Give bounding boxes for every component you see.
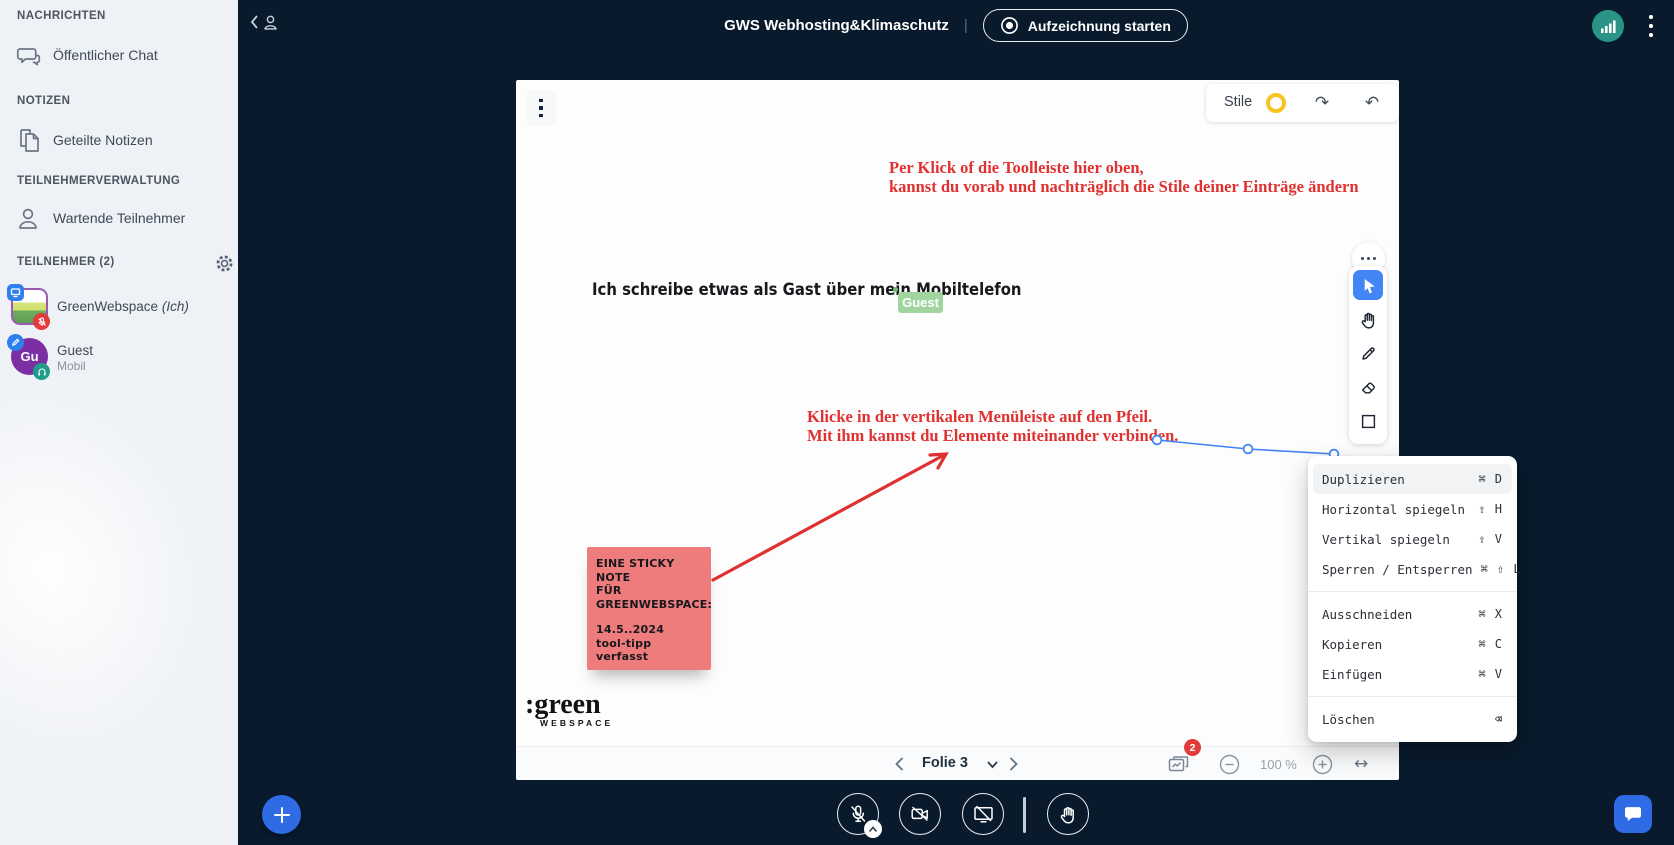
drawing-toolbar — [1349, 266, 1387, 444]
shared-notes-icon — [16, 126, 44, 156]
redo-icon[interactable]: ↷ — [1314, 93, 1330, 113]
chat-bubbles-icon — [14, 41, 44, 71]
presenter-badge-icon — [7, 284, 24, 301]
start-recording-button[interactable]: Aufzeichnung starten — [982, 9, 1188, 42]
sidebar-item-label: Wartende Teilnehmer — [53, 210, 186, 226]
participants-settings-gear-icon[interactable] — [215, 254, 234, 273]
options-kebab-menu-icon[interactable] — [1644, 15, 1658, 37]
title-group: GWS Webhosting&Klimaschutz | Aufzeichnun… — [238, 0, 1674, 51]
sidebar-item-public-chat[interactable]: Öffentlicher Chat — [0, 37, 238, 77]
whiteboard-menu-kebab-icon[interactable] — [526, 90, 556, 126]
menu-item-duplizieren[interactable]: Duplizieren ⌘ D — [1313, 464, 1512, 494]
menu-item-loeschen[interactable]: Löschen ⌫ — [1322, 711, 1503, 727]
handwritten-text: Ich schreibe etwas als Gast über mein Mo… — [592, 280, 1022, 299]
audio-options-chevron-badge[interactable] — [864, 820, 882, 838]
person-icon — [15, 204, 43, 234]
record-button-label: Aufzeichnung starten — [1027, 17, 1171, 34]
styles-label: Stile — [1224, 94, 1253, 110]
screen-share-off-icon — [973, 805, 993, 823]
fit-to-width-icon[interactable]: ↔ — [1354, 754, 1369, 774]
blue-connector-shape — [1151, 434, 1340, 460]
participant-row-guest[interactable]: Gu Guest Mobil — [0, 334, 238, 382]
record-icon — [1000, 17, 1018, 34]
start-camera-button[interactable] — [899, 793, 941, 835]
plus-icon — [273, 806, 290, 823]
chevron-left-icon — [250, 15, 258, 29]
meeting-title: GWS Webhosting&Klimaschutz — [724, 17, 949, 34]
annotation-text-top: Per Klick of die Toolleiste hier oben, k… — [889, 158, 1359, 196]
sidebar-glow-decoration — [0, 317, 238, 823]
sidebar-item-shared-notes[interactable]: Geteilte Notizen — [0, 122, 238, 162]
menu-item-horizontal-spiegeln[interactable]: Horizontal spiegeln ⇧ H — [1322, 501, 1503, 517]
select-tool-cursor-icon[interactable] — [1353, 270, 1383, 300]
action-bar-divider — [1023, 797, 1026, 833]
participant-device-label: Mobil — [57, 359, 86, 373]
sidebar: NACHRICHTEN Öffentlicher Chat NOTIZEN Ge… — [0, 0, 238, 845]
context-menu: Duplizieren ⌘ D Horizontal spiegeln ⇧ H Ve… — [1308, 456, 1522, 742]
slides-overview-icon[interactable] — [1168, 755, 1192, 774]
guest-cursor-dot — [893, 287, 898, 292]
avatar-initials: Gu — [20, 349, 39, 364]
top-bar: GWS Webhosting&Klimaschutz | Aufzeichnun… — [238, 0, 1674, 51]
participant-name: GreenWebspace (Ich) — [57, 299, 189, 314]
next-slide-chevron-icon[interactable] — [1008, 756, 1019, 772]
muted-mic-icon — [851, 805, 866, 823]
participants-section-header: TEILNEHMER (2) — [17, 256, 115, 268]
annotation-text-middle: Klicke in der vertikalen Menüleiste auf … — [807, 407, 1179, 445]
undo-icon[interactable]: ↶ — [1364, 93, 1380, 113]
participant-me-suffix: (Ich) — [161, 299, 189, 314]
title-divider: | — [963, 17, 968, 34]
listen-only-headset-badge-icon — [33, 363, 50, 380]
whiteboard[interactable]: Stile ↷ ↶ Per Klick of die Toolleiste hi… — [516, 80, 1399, 780]
sidebar-item-waiting-participants[interactable]: Wartende Teilnehmer — [0, 200, 238, 240]
red-arrow-shape — [711, 452, 949, 582]
raise-hand-button[interactable] — [1047, 793, 1089, 835]
slide-dropdown-caret-icon[interactable] — [986, 760, 999, 769]
screen-share-button[interactable] — [962, 793, 1004, 835]
connection-status-button[interactable] — [1592, 10, 1624, 42]
menu-divider — [1308, 696, 1517, 697]
slide-number-label[interactable]: Folie 3 — [922, 755, 968, 771]
menu-item-sperren-entsperren[interactable]: Sperren / Entsperren ⌘ ⇧ L — [1322, 561, 1522, 577]
notes-section-header: NOTIZEN — [17, 95, 71, 107]
participants-mgmt-header: TEILNEHMERVERWALTUNG — [17, 175, 181, 187]
collapse-sidebar-button[interactable] — [250, 12, 280, 32]
zoom-level-label: 100 % — [1260, 757, 1297, 772]
previous-slide-chevron-icon[interactable] — [894, 756, 905, 772]
menu-divider — [1308, 591, 1517, 592]
pencil-tool-icon[interactable] — [1353, 338, 1383, 368]
sidebar-item-label: Geteilte Notizen — [53, 132, 153, 148]
style-toolbar: Stile ↷ ↶ — [1206, 84, 1399, 122]
unmute-microphone-button[interactable] — [837, 793, 879, 835]
writing-pencil-badge-icon — [7, 334, 24, 351]
participant-name: Guest — [57, 343, 94, 358]
rectangle-tool-icon[interactable] — [1353, 406, 1383, 436]
slides-count-badge: 2 — [1184, 739, 1201, 756]
eraser-tool-icon[interactable] — [1353, 372, 1383, 402]
sticky-note[interactable]: EINE STICKY NOTE FÜR GREENWEBSPACE: 14.5… — [587, 547, 712, 670]
sidebar-item-label: Öffentlicher Chat — [53, 47, 158, 63]
menu-item-vertikal-spiegeln[interactable]: Vertikal spiegeln ⇧ V — [1322, 531, 1503, 547]
menu-item-einfuegen[interactable]: Einfügen ⌘ V — [1322, 666, 1503, 682]
zoom-out-icon[interactable] — [1219, 754, 1240, 775]
guest-name-badge: Guest — [898, 292, 943, 313]
participant-row-greenwebspace[interactable]: GreenWebspace (Ich) — [0, 284, 238, 332]
person-icon — [264, 15, 277, 30]
signal-bars-icon — [1600, 20, 1616, 33]
zoom-in-icon[interactable] — [1312, 754, 1333, 775]
actions-plus-button[interactable] — [262, 795, 301, 834]
camera-off-icon — [911, 806, 928, 821]
menu-item-kopieren[interactable]: Kopieren ⌘ C — [1322, 636, 1503, 652]
messages-section-header: NACHRICHTEN — [17, 10, 106, 22]
color-style-ring-icon[interactable] — [1266, 93, 1286, 113]
muted-mic-badge-icon — [33, 313, 50, 330]
slide-navigation-bar: Folie 3 2 100 % — [516, 739, 1399, 780]
raised-hand-icon — [1060, 806, 1074, 824]
greenwebspace-logo: :green WEBSPACE — [525, 689, 614, 729]
chat-bubble-icon — [1625, 807, 1641, 821]
menu-item-ausschneiden[interactable]: Ausschneiden ⌘ X — [1322, 606, 1503, 622]
open-chat-button[interactable] — [1614, 795, 1652, 833]
pan-hand-tool-icon[interactable] — [1353, 304, 1383, 334]
